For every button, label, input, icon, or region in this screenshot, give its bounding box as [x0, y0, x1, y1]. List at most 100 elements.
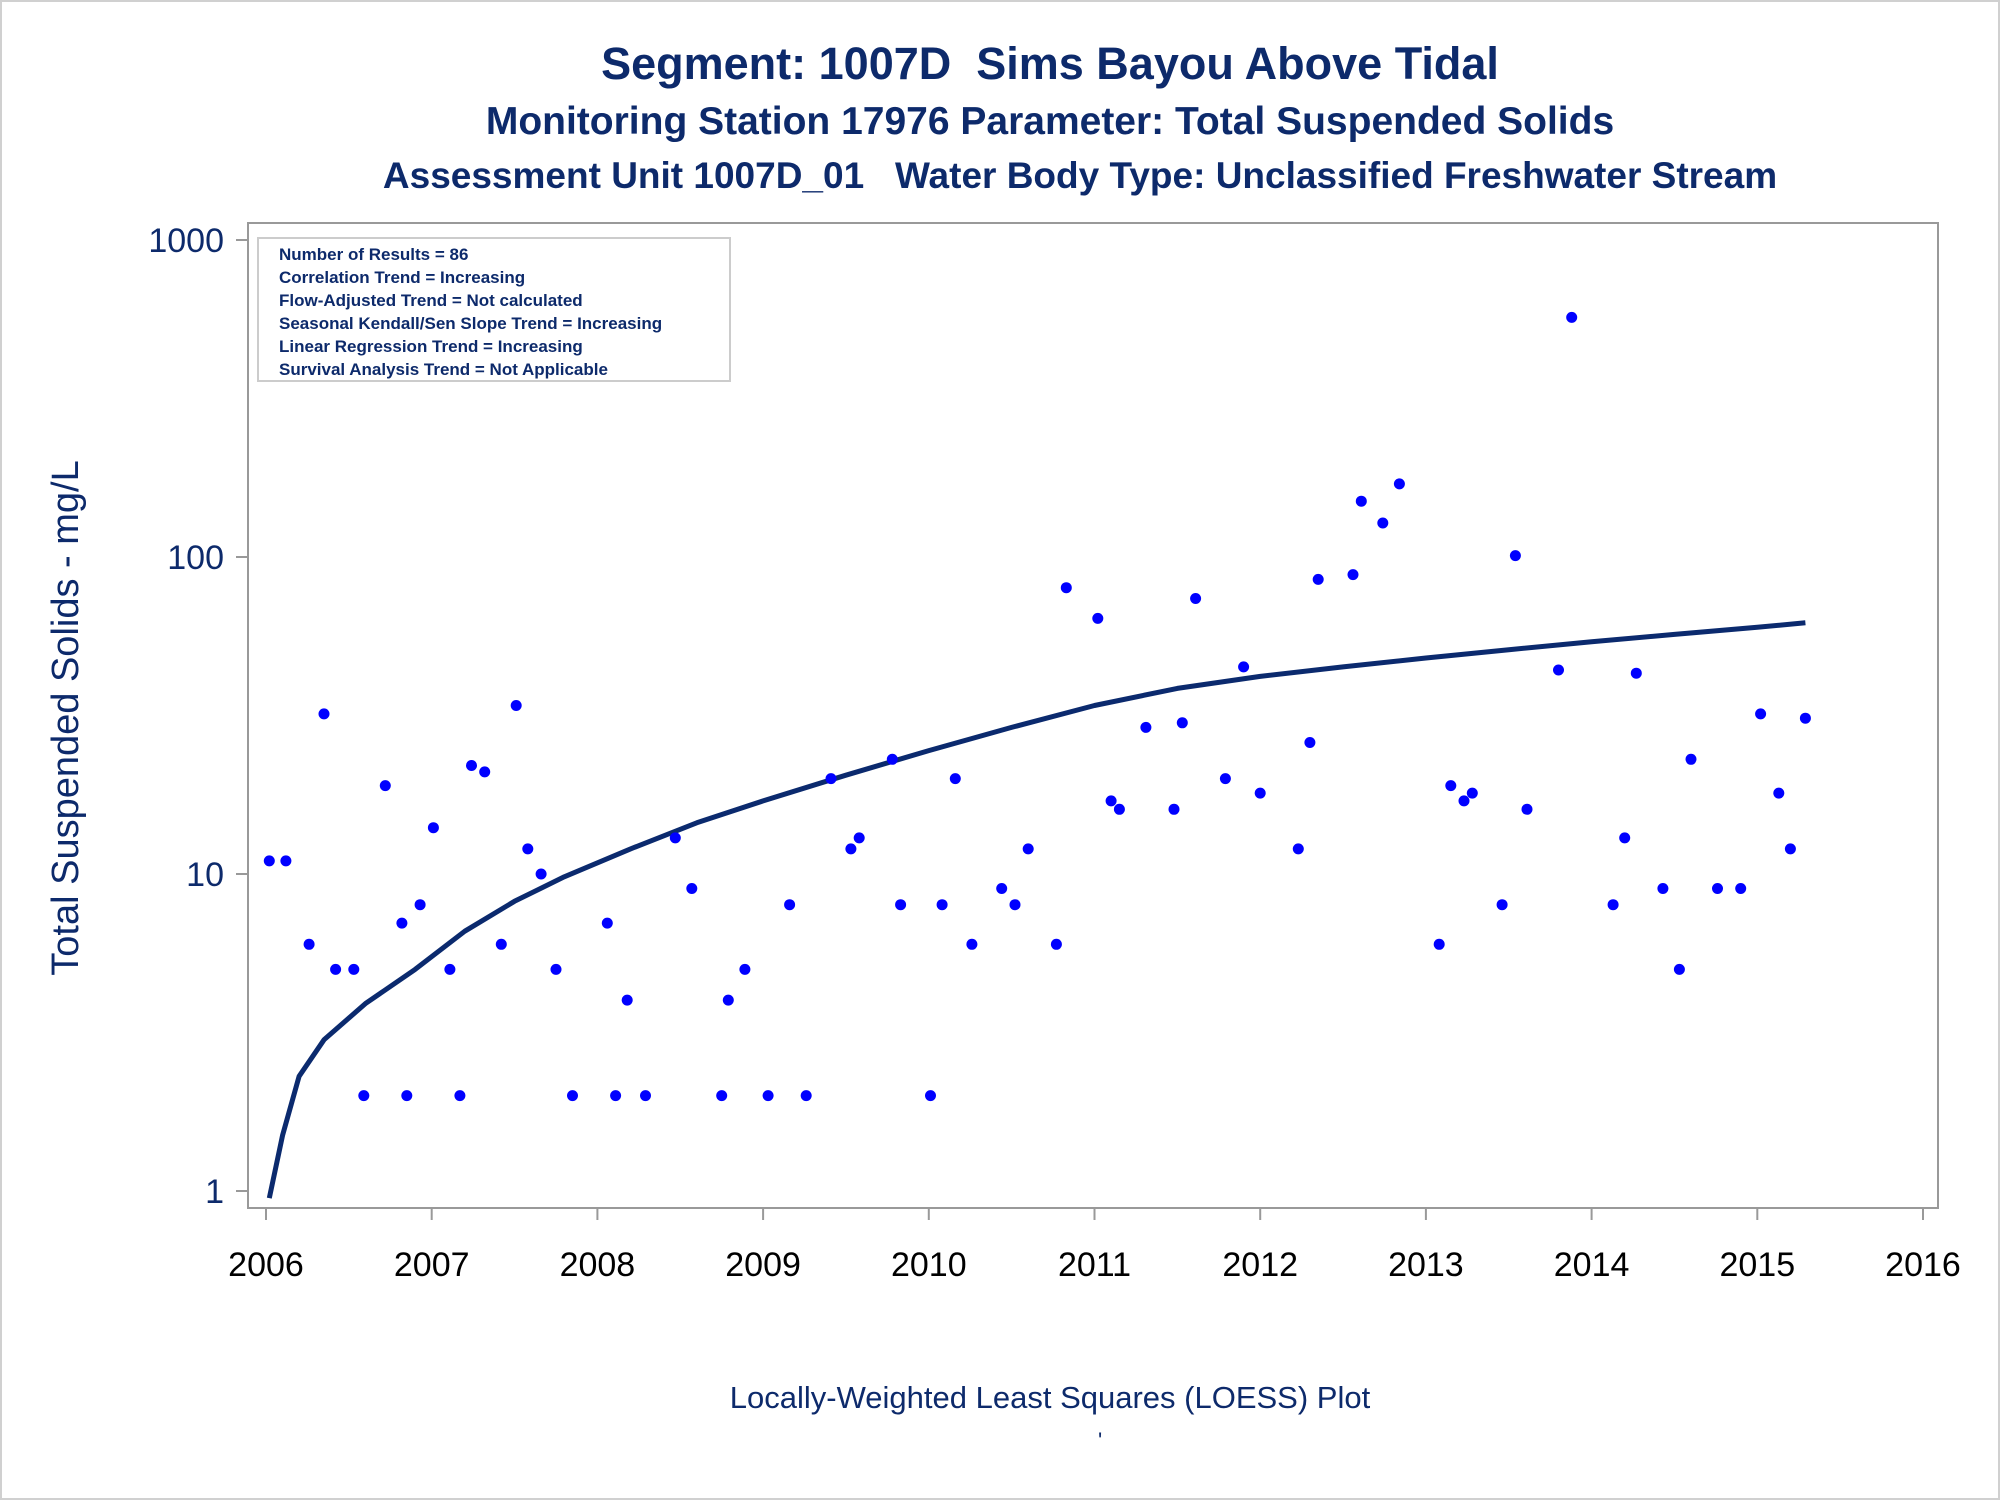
stat-flow-adjusted-trend: Flow-Adjusted Trend = Not calculated — [279, 291, 583, 310]
data-point — [1784, 843, 1796, 855]
data-point — [1219, 773, 1231, 785]
data-point — [1735, 883, 1747, 894]
data-point — [1347, 569, 1359, 581]
footnote-mark: ' — [1098, 1428, 1103, 1453]
stat-seasonal-kendall-trend: Seasonal Kendall/Sen Slope Trend = Incre… — [279, 314, 662, 333]
loess-curve — [266, 620, 1806, 1199]
chart-subtitle-assessment: Assessment Unit 1007D_01 Water Body Type… — [382, 155, 1778, 196]
data-point — [1712, 883, 1723, 894]
data-point — [1254, 787, 1266, 799]
data-point — [996, 883, 1008, 894]
x-tick-label: 2015 — [1719, 1246, 1795, 1284]
data-point — [1009, 899, 1021, 911]
data-point — [936, 899, 948, 911]
data-point — [886, 753, 898, 765]
stat-linear-regression-trend: Linear Regression Trend = Increasing — [279, 337, 583, 356]
data-point — [1238, 661, 1250, 673]
data-point — [303, 938, 315, 950]
data-point — [1113, 803, 1125, 815]
data-point — [925, 1090, 936, 1102]
data-point — [1355, 495, 1367, 507]
data-point — [479, 766, 491, 778]
data-point — [716, 1090, 728, 1102]
data-point — [454, 1090, 466, 1102]
data-point — [601, 917, 613, 929]
data-point — [1168, 803, 1180, 815]
data-point — [825, 773, 837, 785]
data-point — [427, 822, 439, 834]
data-point — [396, 917, 408, 929]
data-point — [1607, 899, 1619, 911]
data-point — [358, 1090, 370, 1102]
y-axis: 1 10 100 1000 — [148, 222, 248, 1211]
data-point — [966, 938, 978, 950]
y-tick-label: 1 — [205, 1173, 224, 1211]
x-tick-label: 2013 — [1388, 1246, 1464, 1284]
data-point — [610, 1090, 622, 1102]
data-point — [784, 899, 796, 911]
data-point — [348, 963, 360, 975]
data-points-layer — [263, 311, 1811, 1102]
data-point — [567, 1090, 578, 1102]
x-tick-label: 2010 — [891, 1246, 967, 1284]
data-point — [1685, 753, 1697, 765]
data-point — [444, 963, 456, 975]
data-point — [1050, 938, 1062, 950]
data-point — [762, 1090, 774, 1102]
data-point — [379, 780, 391, 792]
data-point — [466, 760, 477, 771]
data-point — [1092, 612, 1104, 624]
data-point — [318, 708, 330, 720]
plot-footnote: Locally-Weighted Least Squares (LOESS) P… — [729, 1380, 1371, 1415]
data-point — [949, 773, 961, 785]
x-tick-label: 2007 — [394, 1246, 470, 1284]
stat-correlation-trend: Correlation Trend = Increasing — [279, 268, 525, 287]
stat-number-of-results: Number of Results = 86 — [279, 245, 468, 264]
data-point — [1377, 517, 1389, 529]
x-tick-label: 2014 — [1554, 1246, 1630, 1284]
data-point — [1312, 573, 1324, 585]
data-point — [1393, 478, 1405, 490]
data-point — [1630, 667, 1642, 679]
data-point — [1022, 843, 1034, 855]
x-tick-label: 2009 — [725, 1246, 801, 1284]
data-point — [1105, 795, 1117, 807]
plot-frame — [247, 222, 1939, 1209]
data-point — [1521, 803, 1533, 815]
data-point — [845, 843, 857, 855]
data-point — [495, 938, 507, 950]
data-point — [510, 700, 522, 711]
stats-box: Number of Results = 86 Correlation Trend… — [257, 237, 731, 382]
data-point — [1176, 717, 1188, 729]
data-point — [1509, 550, 1521, 562]
x-tick-label: 2016 — [1885, 1246, 1961, 1284]
data-point — [263, 855, 275, 867]
stats-box-border — [257, 237, 731, 382]
data-point — [722, 994, 734, 1006]
data-point — [669, 832, 681, 844]
y-axis-title: Total Suspended Solids - mg/L — [45, 460, 87, 975]
data-point — [550, 963, 562, 975]
data-point — [280, 855, 292, 867]
data-point — [1466, 787, 1478, 799]
chart-subtitle-station: Monitoring Station 17976 Parameter: Tota… — [485, 100, 1615, 143]
stat-survival-analysis-trend: Survival Analysis Trend = Not Applicable — [279, 360, 608, 379]
data-point — [330, 963, 342, 975]
data-point — [621, 994, 633, 1006]
data-point — [1799, 712, 1811, 724]
data-point — [522, 843, 534, 855]
x-axis: 2006 2007 2008 2009 2010 2011 2012 2013 2014 2015… — [228, 1208, 1961, 1284]
data-point — [1445, 780, 1457, 792]
x-tick-label: 2008 — [560, 1246, 636, 1284]
x-tick-label: 2006 — [228, 1246, 304, 1284]
data-point — [1433, 938, 1445, 950]
data-point — [1060, 582, 1072, 594]
x-tick-label: 2011 — [1058, 1246, 1131, 1284]
data-point — [1566, 311, 1578, 323]
data-point — [895, 899, 907, 911]
data-point — [640, 1090, 651, 1102]
chart-title: Segment: 1007D Sims Bayou Above Tidal — [601, 38, 1499, 89]
data-point — [1755, 708, 1767, 720]
data-point — [739, 963, 751, 975]
